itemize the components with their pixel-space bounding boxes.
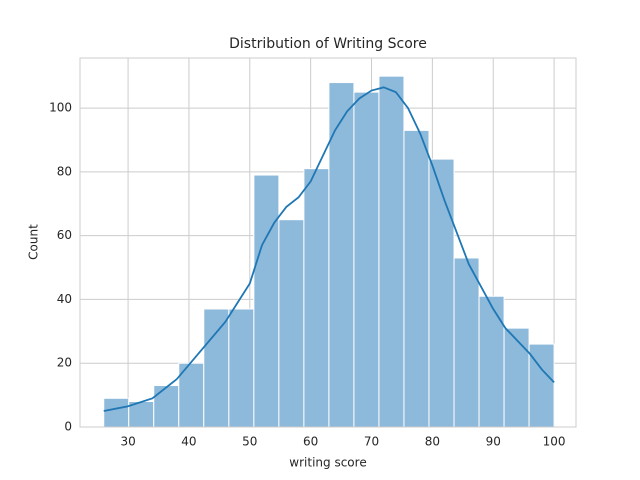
x-axis-label: writing score bbox=[289, 456, 366, 470]
bar bbox=[503, 327, 530, 428]
x-tick-label: 30 bbox=[120, 435, 135, 449]
bar bbox=[328, 82, 355, 428]
bar bbox=[278, 219, 305, 428]
y-tick-label: 0 bbox=[64, 420, 72, 434]
x-tick-label: 90 bbox=[486, 435, 501, 449]
y-tick-label: 20 bbox=[57, 356, 72, 370]
y-tick-label: 60 bbox=[57, 228, 72, 242]
x-tick-label: 100 bbox=[543, 435, 566, 449]
y-tick-label: 80 bbox=[57, 164, 72, 178]
x-tick-label: 80 bbox=[425, 435, 440, 449]
bar bbox=[353, 91, 380, 428]
bar bbox=[403, 129, 430, 428]
x-tick-label: 40 bbox=[181, 435, 196, 449]
bar bbox=[253, 174, 280, 428]
chart-title: Distribution of Writing Score bbox=[229, 36, 427, 52]
bar bbox=[478, 295, 505, 428]
x-tick-label: 70 bbox=[364, 435, 379, 449]
y-tick-label: 100 bbox=[49, 101, 72, 115]
x-tick-label: 50 bbox=[242, 435, 257, 449]
x-tick-label: 60 bbox=[303, 435, 318, 449]
bar bbox=[453, 257, 480, 428]
plot-frame bbox=[79, 57, 577, 428]
y-axis-label: Count bbox=[27, 224, 41, 260]
bar bbox=[228, 308, 255, 428]
bar bbox=[303, 168, 330, 428]
bar bbox=[378, 75, 405, 428]
y-tick-label: 40 bbox=[57, 292, 72, 306]
bar bbox=[153, 385, 180, 428]
bar bbox=[103, 397, 130, 428]
bar bbox=[203, 308, 230, 428]
kde-line bbox=[103, 86, 555, 412]
bar bbox=[428, 158, 455, 428]
